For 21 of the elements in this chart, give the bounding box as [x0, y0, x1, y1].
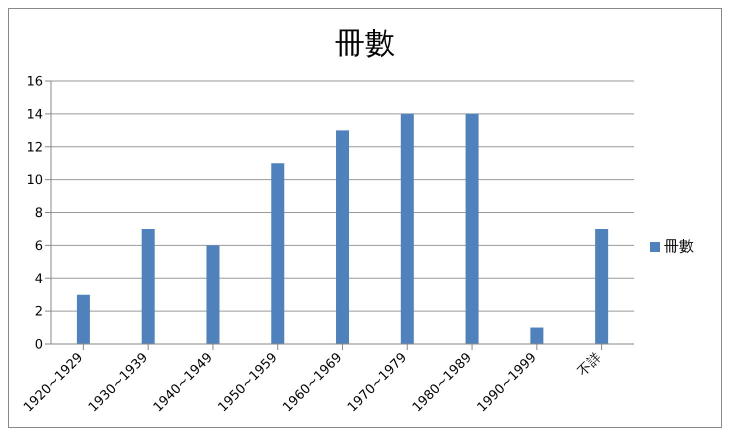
x-tick-label: 不詳: [575, 350, 604, 380]
y-tick-label: 4: [34, 272, 43, 287]
bar: [595, 228, 608, 344]
y-tick-label: 14: [26, 107, 43, 122]
bar: [206, 245, 220, 344]
y-tick-label: 0: [34, 338, 43, 353]
bar: [530, 328, 544, 344]
legend-label: 冊數: [664, 237, 694, 255]
y-tick-label: 2: [34, 304, 43, 320]
y-tick-label: 10: [26, 173, 43, 188]
bar: [142, 228, 155, 344]
y-tick-label: 12: [26, 140, 43, 156]
y-tick-label: 8: [34, 206, 43, 222]
y-tick-label: 6: [34, 238, 43, 254]
bar: [271, 163, 284, 344]
bar: [466, 114, 479, 344]
y-tick-label: 16: [26, 74, 43, 90]
bar: [76, 294, 90, 344]
chart-title: 冊數: [334, 25, 396, 63]
bar: [400, 114, 414, 344]
bar: [336, 130, 350, 344]
